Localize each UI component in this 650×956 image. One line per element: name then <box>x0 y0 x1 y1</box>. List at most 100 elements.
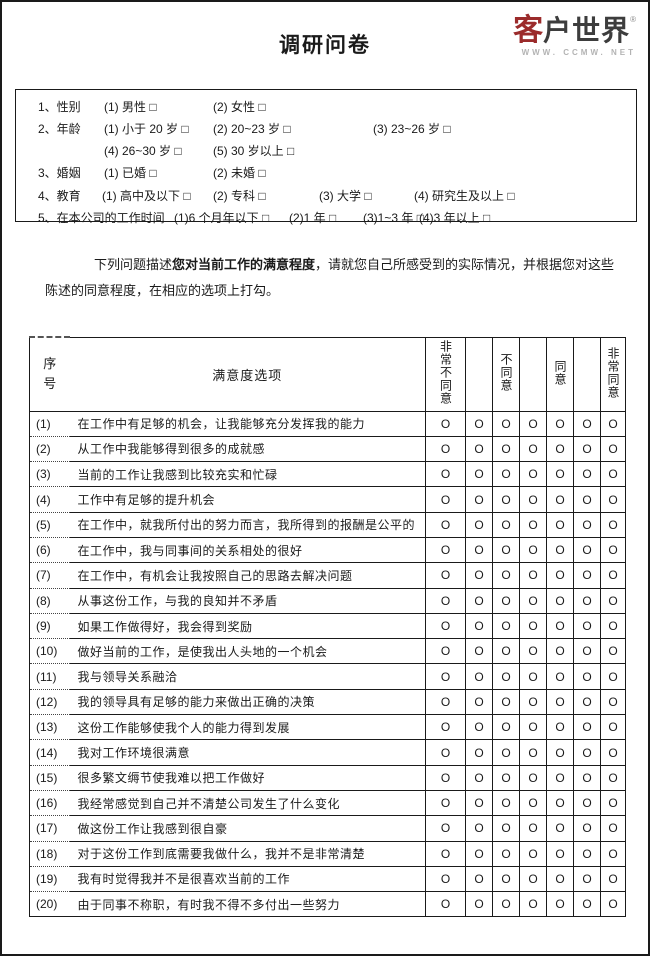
rating-circle[interactable]: O <box>465 689 493 716</box>
rating-circle[interactable]: O <box>425 815 466 842</box>
rating-circle[interactable]: O <box>519 841 547 867</box>
option-checkbox[interactable]: (1)6 个月年以下 □ <box>174 211 270 225</box>
rating-circle[interactable]: O <box>425 486 466 513</box>
rating-circle[interactable]: O <box>573 537 601 564</box>
rating-circle[interactable]: O <box>465 562 493 589</box>
rating-circle[interactable]: O <box>600 663 626 690</box>
option-checkbox[interactable]: (2)1 年 □ <box>289 211 337 225</box>
rating-circle[interactable]: O <box>425 588 466 614</box>
rating-circle[interactable]: O <box>519 689 547 716</box>
option-checkbox[interactable]: (3) 大学 □ <box>319 189 372 203</box>
rating-circle[interactable]: O <box>573 790 601 817</box>
rating-circle[interactable]: O <box>465 739 493 766</box>
rating-circle[interactable]: O <box>600 588 626 614</box>
rating-circle[interactable]: O <box>546 588 574 614</box>
rating-circle[interactable]: O <box>600 512 626 538</box>
rating-circle[interactable]: O <box>425 891 466 918</box>
rating-circle[interactable]: O <box>546 537 574 564</box>
rating-circle[interactable]: O <box>546 739 574 766</box>
rating-circle[interactable]: O <box>546 411 574 437</box>
rating-circle[interactable]: O <box>546 461 574 488</box>
rating-circle[interactable]: O <box>573 461 601 488</box>
rating-circle[interactable]: O <box>492 411 520 437</box>
rating-circle[interactable]: O <box>573 891 601 918</box>
rating-circle[interactable]: O <box>546 486 574 513</box>
rating-circle[interactable]: O <box>546 638 574 665</box>
rating-circle[interactable]: O <box>492 765 520 791</box>
rating-circle[interactable]: O <box>573 663 601 690</box>
rating-circle[interactable]: O <box>600 411 626 437</box>
rating-circle[interactable]: O <box>492 815 520 842</box>
rating-circle[interactable]: O <box>546 714 574 741</box>
rating-circle[interactable]: O <box>600 613 626 640</box>
rating-circle[interactable]: O <box>600 689 626 716</box>
rating-circle[interactable]: O <box>600 891 626 918</box>
rating-circle[interactable]: O <box>519 739 547 766</box>
rating-circle[interactable]: O <box>546 841 574 867</box>
rating-circle[interactable]: O <box>425 436 466 463</box>
rating-circle[interactable]: O <box>492 436 520 463</box>
rating-circle[interactable]: O <box>425 638 466 665</box>
rating-circle[interactable]: O <box>573 486 601 513</box>
option-checkbox[interactable]: (1) 高中及以下 □ <box>102 189 191 203</box>
rating-circle[interactable]: O <box>425 739 466 766</box>
option-checkbox[interactable]: (2) 20~23 岁 □ <box>213 122 291 136</box>
rating-circle[interactable]: O <box>600 815 626 842</box>
rating-circle[interactable]: O <box>492 486 520 513</box>
rating-circle[interactable]: O <box>492 638 520 665</box>
rating-circle[interactable]: O <box>425 411 466 437</box>
rating-circle[interactable]: O <box>492 891 520 918</box>
rating-circle[interactable]: O <box>425 461 466 488</box>
rating-circle[interactable]: O <box>519 815 547 842</box>
rating-circle[interactable]: O <box>546 815 574 842</box>
rating-circle[interactable]: O <box>465 436 493 463</box>
rating-circle[interactable]: O <box>519 461 547 488</box>
rating-circle[interactable]: O <box>573 512 601 538</box>
rating-circle[interactable]: O <box>546 866 574 893</box>
rating-circle[interactable]: O <box>519 663 547 690</box>
rating-circle[interactable]: O <box>573 436 601 463</box>
rating-circle[interactable]: O <box>573 588 601 614</box>
rating-circle[interactable]: O <box>465 815 493 842</box>
rating-circle[interactable]: O <box>600 537 626 564</box>
rating-circle[interactable]: O <box>492 613 520 640</box>
rating-circle[interactable]: O <box>600 866 626 893</box>
rating-circle[interactable]: O <box>546 765 574 791</box>
rating-circle[interactable]: O <box>465 663 493 690</box>
rating-circle[interactable]: O <box>465 411 493 437</box>
rating-circle[interactable]: O <box>492 512 520 538</box>
rating-circle[interactable]: O <box>573 866 601 893</box>
rating-circle[interactable]: O <box>519 411 547 437</box>
rating-circle[interactable]: O <box>546 512 574 538</box>
rating-circle[interactable]: O <box>465 613 493 640</box>
rating-circle[interactable]: O <box>600 714 626 741</box>
rating-circle[interactable]: O <box>546 689 574 716</box>
rating-circle[interactable]: O <box>600 562 626 589</box>
option-checkbox[interactable]: (2) 未婚 □ <box>213 166 266 180</box>
option-checkbox[interactable]: (2) 专科 □ <box>213 189 266 203</box>
rating-circle[interactable]: O <box>425 537 466 564</box>
rating-circle[interactable]: O <box>573 638 601 665</box>
option-checkbox[interactable]: (4) 研究生及以上 □ <box>414 189 515 203</box>
rating-circle[interactable]: O <box>465 841 493 867</box>
rating-circle[interactable]: O <box>573 739 601 766</box>
rating-circle[interactable]: O <box>519 537 547 564</box>
rating-circle[interactable]: O <box>573 714 601 741</box>
rating-circle[interactable]: O <box>465 461 493 488</box>
rating-circle[interactable]: O <box>425 562 466 589</box>
rating-circle[interactable]: O <box>465 765 493 791</box>
rating-circle[interactable]: O <box>600 436 626 463</box>
rating-circle[interactable]: O <box>573 841 601 867</box>
rating-circle[interactable]: O <box>600 790 626 817</box>
option-checkbox[interactable]: (4) 26~30 岁 □ <box>104 144 182 158</box>
rating-circle[interactable]: O <box>492 537 520 564</box>
rating-circle[interactable]: O <box>519 765 547 791</box>
rating-circle[interactable]: O <box>425 841 466 867</box>
rating-circle[interactable]: O <box>492 714 520 741</box>
rating-circle[interactable]: O <box>519 486 547 513</box>
rating-circle[interactable]: O <box>573 411 601 437</box>
rating-circle[interactable]: O <box>546 562 574 589</box>
rating-circle[interactable]: O <box>519 714 547 741</box>
rating-circle[interactable]: O <box>492 588 520 614</box>
rating-circle[interactable]: O <box>465 486 493 513</box>
